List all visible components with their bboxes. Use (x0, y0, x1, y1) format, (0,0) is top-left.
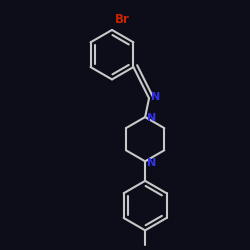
Text: N: N (147, 158, 156, 168)
Text: N: N (147, 113, 156, 123)
Text: Br: Br (115, 13, 130, 26)
Text: N: N (150, 92, 160, 102)
